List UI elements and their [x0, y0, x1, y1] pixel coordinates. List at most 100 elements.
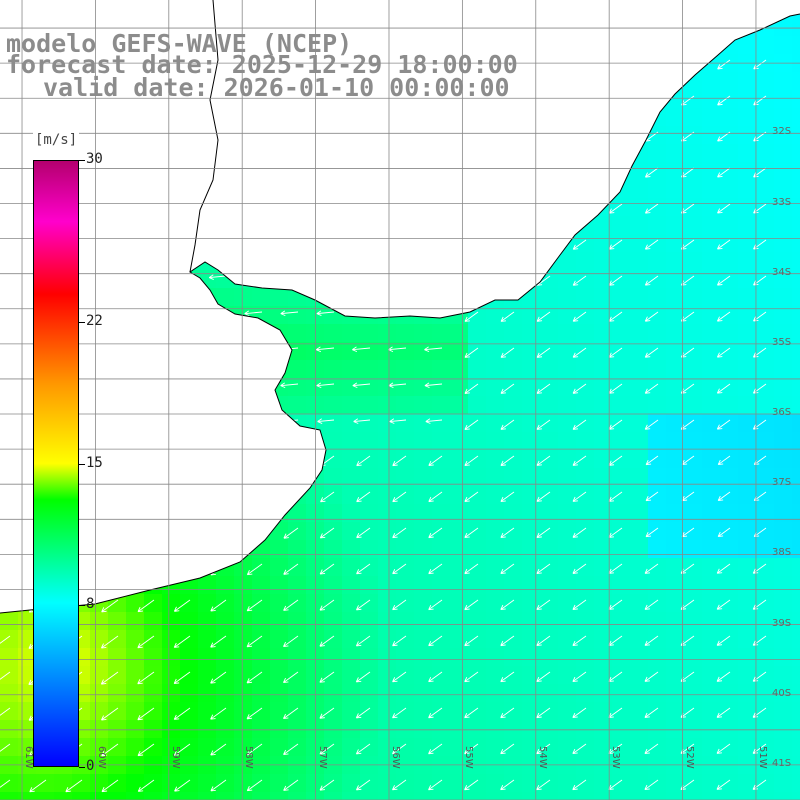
field-cell — [612, 612, 631, 631]
wind-arrow — [319, 599, 335, 611]
field-cell — [396, 576, 415, 595]
field-cell — [522, 396, 541, 415]
latitude-label: 39S — [772, 617, 792, 629]
field-cell — [720, 468, 739, 487]
field-cell — [594, 486, 613, 505]
field-cell — [414, 612, 433, 631]
field-cell — [432, 792, 451, 800]
field-cell — [756, 648, 775, 667]
field-cell — [288, 576, 307, 595]
wind-arrow — [572, 779, 587, 791]
field-cell — [558, 792, 577, 800]
field-cell — [684, 702, 703, 721]
field-cell — [180, 612, 199, 631]
field-cell — [108, 774, 127, 793]
colorbar-units: [m/s] — [33, 132, 80, 148]
field-cell — [756, 792, 775, 800]
field-cell — [648, 612, 667, 631]
field-cell — [126, 720, 145, 739]
wind-arrow — [210, 743, 227, 756]
wind-arrow — [717, 527, 731, 538]
field-cell — [522, 648, 541, 667]
longitude-label: 51W — [756, 746, 768, 769]
wind-arrow — [320, 491, 335, 503]
field-cell — [666, 684, 685, 703]
field-cell — [774, 540, 793, 559]
field-cell — [702, 558, 721, 577]
field-cell — [486, 468, 505, 487]
field-cell — [324, 558, 343, 577]
wind-arrow — [752, 779, 767, 790]
wind-arrow — [100, 671, 119, 685]
field-cell — [648, 684, 667, 703]
field-cell — [558, 396, 577, 415]
wind-arrow — [65, 779, 83, 793]
field-cell — [378, 648, 397, 667]
field-cell — [576, 522, 595, 541]
field-cell — [90, 774, 109, 793]
field-cell — [396, 540, 415, 559]
field-cell — [504, 774, 523, 793]
field-cell — [18, 720, 37, 739]
field-cell — [792, 468, 800, 487]
field-cell — [666, 270, 685, 289]
field-cell — [738, 126, 757, 145]
field-cell — [234, 684, 253, 703]
field-cell — [738, 360, 757, 379]
field-cell — [144, 594, 163, 613]
field-cell — [684, 558, 703, 577]
field-cell — [216, 792, 235, 800]
wind-arrow — [500, 707, 515, 719]
field-cell — [666, 666, 685, 685]
field-cell — [180, 738, 199, 757]
wind-arrow — [572, 455, 587, 466]
field-cell — [558, 378, 577, 397]
wind-arrow — [173, 599, 191, 612]
wind-arrow — [392, 779, 407, 791]
wind-arrow — [717, 203, 731, 214]
field-cell — [414, 576, 433, 595]
latitude-label: 38S — [772, 547, 792, 559]
field-cell — [432, 414, 451, 433]
field-cell — [360, 486, 379, 505]
field-cell — [630, 792, 649, 800]
field-cell — [414, 414, 433, 433]
field-cell — [756, 144, 775, 163]
field-cell — [720, 108, 739, 127]
field-cell — [702, 306, 721, 325]
wind-arrow — [355, 707, 371, 719]
field-cell — [774, 126, 793, 145]
field-cell — [432, 594, 451, 613]
field-cell — [486, 486, 505, 505]
field-cell — [360, 342, 379, 361]
field-cell — [342, 594, 361, 613]
field-cell — [630, 450, 649, 469]
field-cell — [396, 630, 415, 649]
field-cell — [450, 450, 469, 469]
field-cell — [774, 72, 793, 91]
field-cell — [756, 504, 775, 523]
field-cell — [450, 324, 469, 343]
field-cell — [774, 486, 793, 505]
wind-arrow — [283, 671, 299, 684]
wind-arrow — [428, 635, 443, 647]
field-cell — [648, 648, 667, 667]
field-cell — [684, 252, 703, 271]
field-cell — [756, 522, 775, 541]
field-cell — [432, 360, 451, 379]
field-cell — [720, 162, 739, 181]
field-cell — [774, 738, 793, 757]
field-cell — [0, 738, 19, 757]
field-cell — [774, 468, 793, 487]
field-cell — [738, 270, 757, 289]
field-cell — [342, 648, 361, 667]
field-cell — [252, 774, 271, 793]
field-cell — [720, 504, 739, 523]
field-cell — [774, 576, 793, 595]
colorbar — [33, 160, 79, 767]
field-cell — [360, 594, 379, 613]
field-cell — [720, 594, 739, 613]
field-cell — [630, 666, 649, 685]
field-cell — [756, 720, 775, 739]
field-cell — [396, 666, 415, 685]
